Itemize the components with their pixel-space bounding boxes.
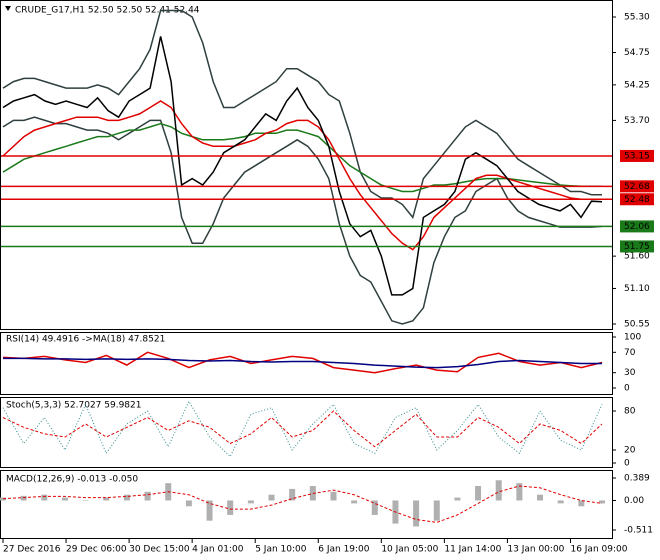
histogram-bar — [413, 500, 420, 527]
histogram-bar — [123, 494, 130, 501]
rsi-panel-frame — [0, 332, 613, 395]
series-line — [2, 485, 603, 523]
level-label-box — [620, 180, 654, 193]
series-line — [3, 357, 602, 369]
panel-title: MACD(12,26,9) -0.013 -0.050 — [6, 475, 138, 485]
y-tick-label: 0.389 — [624, 474, 650, 484]
histogram-bar — [206, 500, 213, 521]
level-label-box — [620, 193, 654, 206]
histogram-bar — [185, 500, 192, 507]
x-tick-label: 29 Dec 06:00 — [66, 545, 127, 555]
histogram-bar — [82, 500, 89, 501]
main-panel-frame — [0, 0, 613, 330]
panel-title: CRUDE_G17,H1 52.50 52.50 52.41 52.44 — [15, 6, 200, 16]
histogram-bar — [20, 495, 27, 501]
series-line — [2, 351, 603, 374]
histogram-bar — [0, 497, 6, 501]
histogram-bar — [289, 488, 296, 501]
y-tick-label: -0.511 — [624, 526, 653, 536]
y-tick-label: 100 — [624, 333, 641, 343]
series-line — [2, 36, 603, 296]
panel-title: Stoch(5,3,3) 52.7027 59.9821 — [6, 401, 141, 411]
y-tick-label: 53.70 — [624, 116, 650, 126]
y-tick-label: 55.30 — [624, 13, 650, 23]
stoch-panel-frame — [0, 397, 613, 468]
level-label-box — [620, 149, 654, 162]
y-tick-label: 0 — [624, 384, 630, 394]
histogram-bar — [103, 497, 110, 501]
level-label-box — [620, 240, 654, 253]
level-label: 51.75 — [624, 242, 650, 252]
histogram-bar — [371, 500, 378, 515]
level-label: 52.48 — [624, 195, 650, 205]
histogram-bar — [537, 494, 544, 501]
x-tick-label: 5 Jan 10:00 — [255, 545, 307, 555]
x-tick-label: 6 Jan 19:00 — [318, 545, 370, 555]
symbol-icon — [5, 6, 11, 11]
x-tick-label: 13 Jan 00:00 — [507, 545, 564, 555]
histogram-bar — [330, 491, 337, 501]
histogram-bar — [227, 500, 234, 515]
y-tick-label: 51.10 — [624, 284, 650, 294]
y-tick-label: 0.00 — [624, 496, 644, 506]
y-tick-label: 80 — [624, 407, 636, 417]
series-line — [2, 116, 603, 325]
y-tick-label: 70 — [624, 348, 636, 358]
y-tick-label: 54.25 — [624, 80, 650, 90]
level-label: 52.68 — [624, 182, 650, 192]
x-tick-label: 27 Dec 2016 — [3, 545, 61, 555]
histogram-bar — [516, 483, 523, 501]
histogram-bar — [454, 497, 461, 501]
histogram-bar — [61, 497, 68, 501]
series-line — [2, 9, 602, 220]
x-tick-label: 30 Dec 15:00 — [129, 545, 190, 555]
histogram-bar — [495, 480, 502, 501]
histogram-bar — [268, 494, 275, 501]
histogram-bar — [433, 500, 440, 521]
y-tick-label: 54.75 — [624, 48, 650, 58]
level-label: 53.15 — [624, 151, 650, 161]
series-line — [2, 122, 602, 193]
x-tick-label: 11 Jan 14:00 — [444, 545, 501, 555]
y-tick-label: 20 — [624, 446, 636, 456]
histogram-bar — [475, 486, 482, 501]
panel-title: RSI(14) 49.4916 ->MA(18) 47.8521 — [6, 335, 165, 345]
series-line — [2, 100, 602, 251]
y-tick-label: 0 — [624, 459, 630, 469]
macd-panel-frame — [0, 470, 613, 539]
series-line — [2, 410, 603, 448]
x-tick-label: 4 Jan 01:00 — [192, 545, 244, 555]
histogram-bar — [599, 500, 605, 504]
histogram-bar — [557, 500, 564, 504]
y-tick-label: 50.55 — [624, 320, 650, 330]
y-tick-label: 51.60 — [624, 252, 650, 262]
level-label-box — [620, 220, 654, 233]
series-line — [2, 400, 603, 458]
histogram-bar — [41, 494, 48, 501]
y-tick-label: 30 — [624, 368, 636, 378]
histogram-bar — [247, 500, 254, 504]
histogram-bar — [351, 500, 358, 504]
histogram-bar — [144, 491, 151, 501]
x-tick-label: 16 Jan 09:00 — [570, 545, 627, 555]
histogram-bar — [578, 500, 585, 507]
x-tick-label: 10 Jan 05:00 — [381, 545, 438, 555]
level-label: 52.06 — [624, 222, 650, 232]
